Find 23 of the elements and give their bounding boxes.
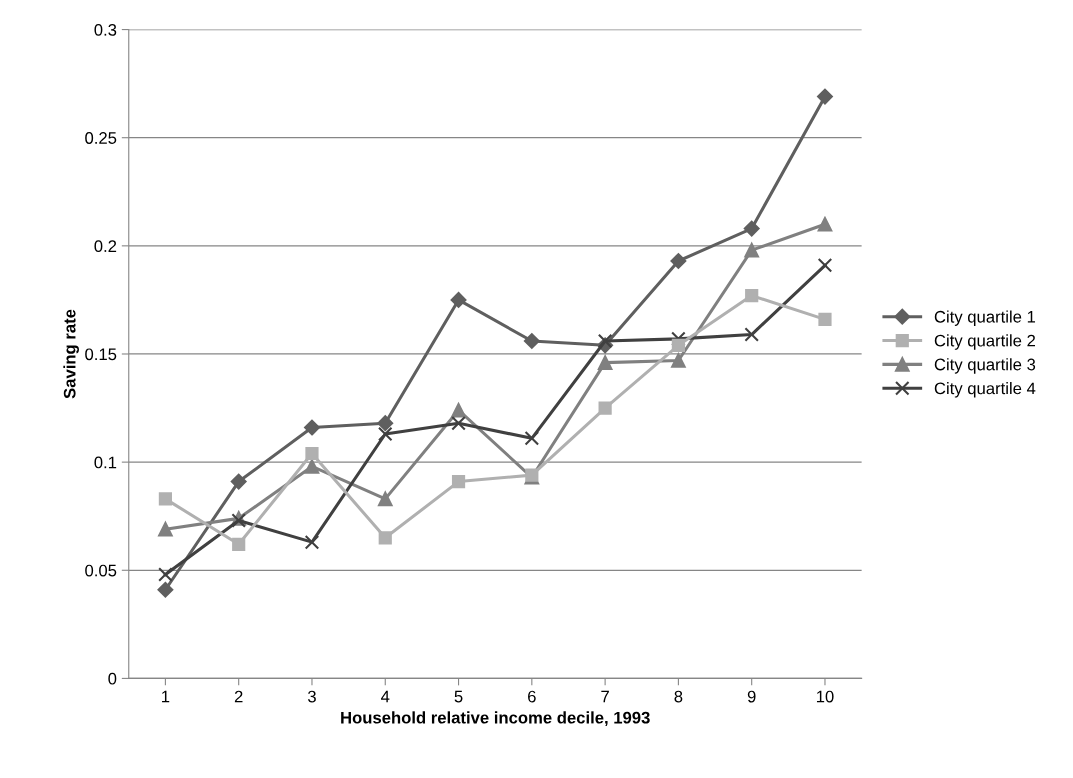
x-tick-label: 8 [674,690,683,703]
y-axis-title: Saving rate [63,309,79,399]
x-tick-label: 1 [162,690,170,703]
x-tick-label: 5 [454,690,463,703]
x-tick-label: 3 [307,690,316,703]
y-tick-label: 0.3 [94,23,117,36]
y-tick-label: 0.25 [85,132,117,144]
legend-label: City quartile 3 [934,358,1036,374]
x-tick-label: 2 [234,690,243,703]
y-tick-label: 0 [108,672,117,685]
x-tick-label: 6 [528,690,536,703]
legend-label: City quartile 1 [934,310,1036,326]
x-axis-title: Household relative income decile, 1993 [341,711,650,726]
x-tick-label: 7 [601,690,609,703]
y-tick-label: 0.2 [94,240,117,253]
legend-label: City quartile 2 [934,334,1036,350]
y-tick-label: 0.15 [85,348,117,361]
legend-label: City quartile 4 [934,382,1036,398]
x-tick-label: 9 [747,690,756,703]
x-tick-label: 10 [816,690,834,703]
y-tick-label: 0.05 [85,564,117,577]
x-tick-label: 4 [381,690,390,703]
y-tick-label: 0.1 [94,456,117,469]
